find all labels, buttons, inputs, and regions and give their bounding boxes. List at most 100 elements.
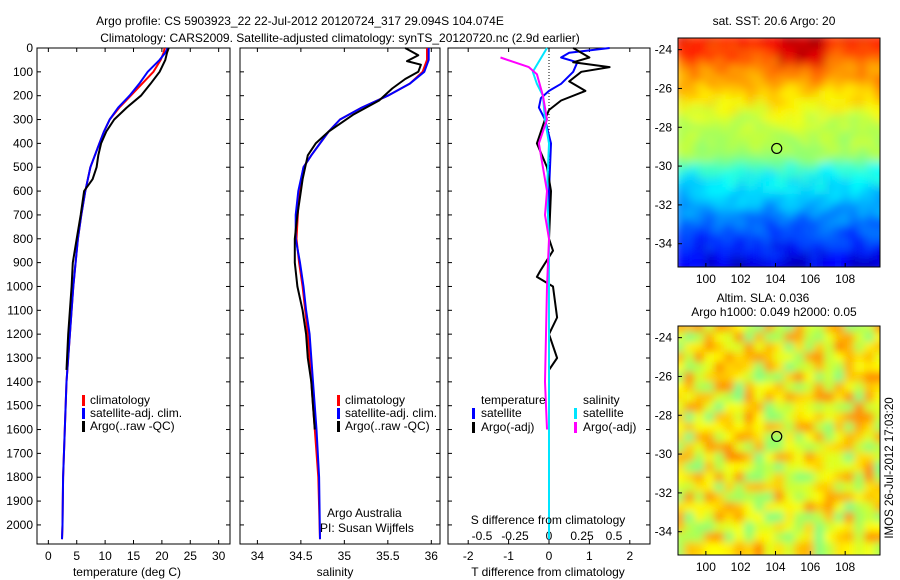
sst-map-title: sat. SST: 20.6 Argo: 20 <box>713 14 836 28</box>
series-line-satellite-adj-clim- <box>61 47 169 540</box>
legend-swatch <box>337 395 340 406</box>
salinity-annotation-1: Argo Australia <box>327 506 402 520</box>
legend-label: satellite-adj. clim. <box>90 406 182 420</box>
map-y-tick-label: -24 <box>655 43 673 57</box>
legend-swatch <box>574 408 577 419</box>
x-tick-label: 5 <box>73 549 80 563</box>
top-tick-label: -0.25 <box>501 529 529 543</box>
salinity-annotation-2: PI: Susan Wijffels <box>320 521 414 535</box>
sla-map-title-1: Altim. SLA: 0.036 <box>717 291 810 305</box>
series-line-argo-raw-qc- <box>65 47 170 370</box>
x-tick-label: 34.5 <box>289 549 313 563</box>
difference-panel: -2 -1 0 1 2 -0.5 -0.25 0 0.25 0.5 temperaturesat… <box>447 47 651 579</box>
difference-x-ticks: -2 -1 0 1 2 <box>463 48 633 563</box>
sla-map-y-ticks: -24 -26 -28 -30 -32 -34 <box>655 331 682 539</box>
map-y-tick-label: -26 <box>655 369 673 383</box>
map-y-tick-label: -30 <box>655 159 673 173</box>
map-y-tick-label: -30 <box>655 447 673 461</box>
legend-swatch <box>82 395 85 406</box>
map-y-tick-label: -32 <box>655 486 673 500</box>
header-line-1: Argo profile: CS 5903923_22 22-Jul-2012 … <box>96 14 504 28</box>
y-tick-label: 500 <box>13 160 33 174</box>
legend-label: climatology <box>345 393 405 407</box>
temperature-y-ticks: 0 100 200 300 400 500 600 700 800 900 1000 1100 1200… <box>6 41 230 532</box>
legend-label: Argo(..raw -QC) <box>345 419 430 433</box>
y-tick-label: 1400 <box>6 375 33 389</box>
y-tick-label: 300 <box>13 113 33 127</box>
temperature-x-ticks: 0 5 10 15 20 25 30 <box>45 48 226 563</box>
legend-swatch <box>337 408 340 419</box>
series-line-climatology <box>295 48 428 540</box>
map-x-tick-label: 104 <box>766 272 786 286</box>
y-tick-label: 1100 <box>7 303 33 317</box>
y-tick-label: 800 <box>13 232 33 246</box>
map-y-tick-label: -34 <box>655 525 673 539</box>
difference-top-ticks: -0.5 -0.25 0 0.25 0.5 <box>472 529 623 543</box>
x-tick-label: 35 <box>338 549 352 563</box>
legend-label: satellite <box>481 406 522 420</box>
series-line-argo-raw-qc- <box>293 47 422 430</box>
legend-swatch <box>472 408 475 419</box>
salinity-y-ticks <box>240 47 440 526</box>
sst-map-image <box>678 38 880 267</box>
legend-label: climatology <box>90 393 150 407</box>
x-tick-label: 25 <box>184 549 198 563</box>
y-tick-label: 400 <box>13 136 33 150</box>
salinity-series <box>293 47 430 540</box>
y-tick-label: 1000 <box>6 279 33 293</box>
temperature-axes-frame <box>36 47 231 545</box>
y-tick-label: 600 <box>13 184 33 198</box>
legend-label: Argo(..raw -QC) <box>90 419 175 433</box>
map-x-tick-label: 104 <box>766 560 786 574</box>
map-x-tick-label: 100 <box>696 560 716 574</box>
map-x-tick-label: 106 <box>800 272 820 286</box>
legend-swatch <box>472 422 475 433</box>
map-x-tick-label: 108 <box>835 560 855 574</box>
argo-position-marker <box>771 142 783 155</box>
legend-swatch <box>82 408 85 419</box>
y-tick-label: 1800 <box>6 470 33 484</box>
legend-swatch <box>337 421 340 432</box>
x-tick-label: 30 <box>212 549 226 563</box>
x-tick-label: 15 <box>127 549 141 563</box>
x-tick-label: 36 <box>425 549 439 563</box>
difference-series <box>500 47 611 540</box>
x-tick-label: 35.5 <box>376 549 400 563</box>
legend-label: satellite-adj. clim. <box>345 406 437 420</box>
map-x-tick-label: 106 <box>800 560 820 574</box>
y-tick-label: 1700 <box>6 446 33 460</box>
temperature-x-label: temperature (deg C) <box>73 565 181 579</box>
x-tick-label: 2 <box>626 549 633 563</box>
y-tick-label: 700 <box>13 208 33 222</box>
sla-map-title-2: Argo h1000: 0.049 h2000: 0.05 <box>691 305 857 319</box>
legend-label: Argo(-adj) <box>583 420 636 434</box>
map-x-tick-label: 108 <box>835 272 855 286</box>
map-y-tick-label: -28 <box>655 120 673 134</box>
map-y-tick-label: -28 <box>655 408 673 422</box>
y-tick-label: 1500 <box>6 399 33 413</box>
legend-swatch <box>82 421 85 432</box>
difference-y-ticks <box>448 47 650 526</box>
y-tick-label: 1900 <box>6 494 33 508</box>
x-tick-label: -1 <box>503 549 514 563</box>
sla-map-image <box>678 326 880 555</box>
y-tick-label: 100 <box>13 65 33 79</box>
t-difference-label: T difference from climatology <box>471 565 625 579</box>
series-line-satellite-adj-clim- <box>294 48 430 540</box>
salinity-axes-frame <box>239 47 441 545</box>
salinity-x-ticks: 34 34.5 35 35.5 36 <box>251 48 439 563</box>
x-tick-label: 10 <box>98 549 112 563</box>
x-tick-label: 34 <box>251 549 265 563</box>
difference-legend: temperaturesatelliteArgo(-adj)salinitysa… <box>472 393 636 434</box>
sla-map-x-ticks: 100 102 104 106 108 <box>696 551 856 574</box>
salinity-panel: 34 34.5 35 35.5 36 climatologysatellite-adj.… <box>239 47 441 579</box>
map-x-tick-label: 102 <box>731 272 751 286</box>
salinity-x-label: salinity <box>317 565 354 579</box>
x-tick-label: 0 <box>45 549 52 563</box>
y-tick-label: 0 <box>26 41 33 55</box>
sla-map-panel: Altim. SLA: 0.036 Argo h1000: 0.049 h200… <box>655 291 881 574</box>
series-line-s-argo-adj- <box>500 56 550 430</box>
legend-group-title: temperature <box>481 393 546 407</box>
sst-map-y-ticks: -24 -26 -28 -30 -32 -34 <box>655 43 682 251</box>
